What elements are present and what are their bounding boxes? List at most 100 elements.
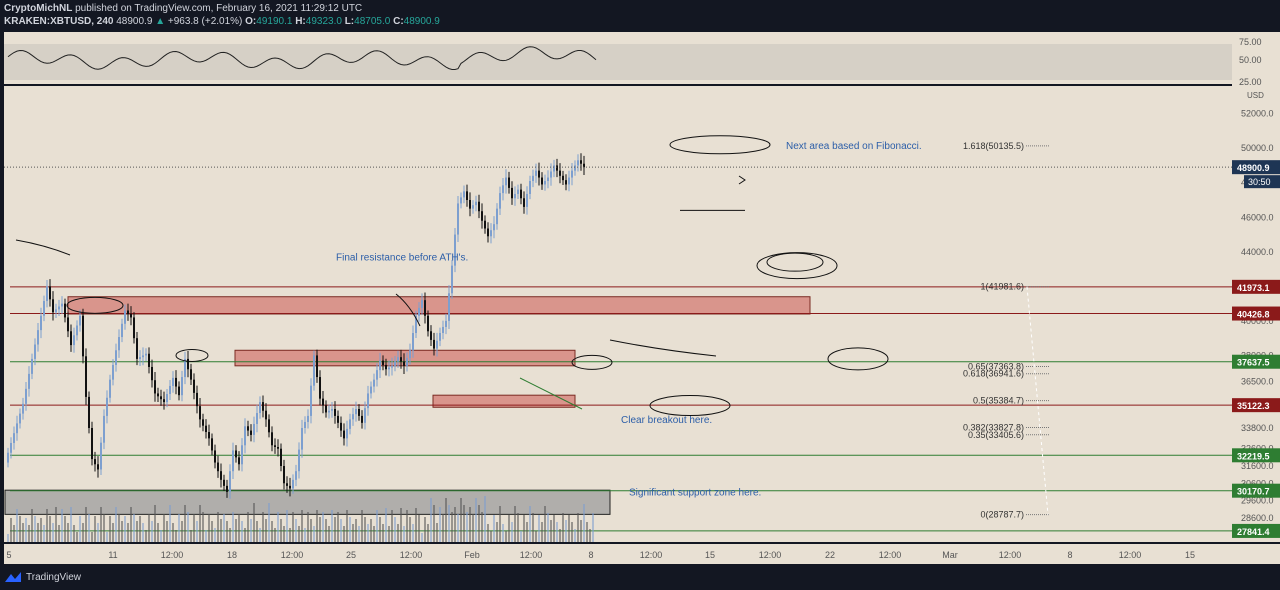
rsi-tick-label: 50.00 xyxy=(1239,55,1262,65)
volume-bar xyxy=(217,512,219,542)
volume-bar xyxy=(127,523,129,542)
candle-body xyxy=(16,423,18,434)
candle-body xyxy=(199,406,201,420)
level-tag xyxy=(1232,398,1280,413)
volume-bar xyxy=(157,523,159,542)
candle-body xyxy=(472,205,474,209)
candle-body xyxy=(508,177,510,188)
volume-bar xyxy=(79,516,81,542)
scribble-ellipse xyxy=(766,252,824,272)
volume-bar xyxy=(502,524,504,542)
volume-bar xyxy=(130,507,132,542)
candle-body xyxy=(409,350,411,359)
candle-body xyxy=(571,170,573,178)
volume-bar xyxy=(463,505,465,542)
candle-body xyxy=(175,377,177,387)
volume-bar xyxy=(40,518,42,542)
candle-body xyxy=(295,471,297,480)
fib-trend-line xyxy=(1026,286,1049,515)
candle-body xyxy=(196,392,198,407)
candle-body xyxy=(217,462,219,472)
candle-body xyxy=(364,408,366,423)
candle-body xyxy=(535,170,537,176)
candle-body xyxy=(523,198,525,207)
candle-body xyxy=(502,185,504,194)
volume-bar xyxy=(481,512,483,542)
candle-body xyxy=(565,180,567,185)
candle-body xyxy=(346,428,348,439)
fib-label: 1(41981.6) xyxy=(980,282,1024,292)
annotation-text: Clear breakout here. xyxy=(621,415,712,426)
candle-body xyxy=(340,422,342,431)
candle-body xyxy=(247,426,249,431)
candle-body xyxy=(547,177,549,181)
volume-bar xyxy=(25,518,27,542)
volume-bar xyxy=(169,505,171,542)
candle-body xyxy=(442,326,444,333)
candle-body xyxy=(184,358,186,378)
volume-bar xyxy=(511,522,513,542)
volume-bar xyxy=(547,513,549,542)
up-arrow-icon: ▲ xyxy=(155,16,166,27)
time-tick-label: 8 xyxy=(588,550,593,560)
volume-bar xyxy=(508,515,510,542)
candle-body xyxy=(241,445,243,465)
candle-body xyxy=(262,402,264,411)
volume-bar xyxy=(133,514,135,542)
candle-body xyxy=(274,445,276,447)
candle-body xyxy=(385,364,387,370)
candle-body xyxy=(388,367,390,370)
arrow-line xyxy=(609,339,717,357)
volume-bar xyxy=(268,503,270,542)
candle-body xyxy=(163,399,165,403)
tradingview-brand[interactable]: TradingView xyxy=(4,571,81,583)
volume-bar xyxy=(460,498,462,542)
candle-body xyxy=(541,177,543,185)
time-tick-label: 12:00 xyxy=(520,550,543,560)
volume-bar xyxy=(379,517,381,542)
candle-body xyxy=(376,370,378,380)
candle-body xyxy=(223,479,225,486)
candle-body xyxy=(112,364,114,380)
candle-body xyxy=(157,393,159,397)
candle-body xyxy=(40,315,42,331)
time-tick-label: Feb xyxy=(464,550,480,560)
volume-bar xyxy=(292,512,294,542)
time-tick-label: 15 xyxy=(1185,550,1195,560)
publisher-name[interactable]: CryptoMichNL xyxy=(4,3,73,14)
volume-bar xyxy=(121,521,123,542)
zone-gray xyxy=(4,489,611,515)
volume-bar xyxy=(256,521,258,542)
candle-body xyxy=(160,396,162,400)
volume-bar xyxy=(370,519,372,542)
candle-body xyxy=(415,315,417,333)
symbol-label[interactable]: KRAKEN:XBTUSD, 240 xyxy=(4,16,114,27)
candle-body xyxy=(253,423,255,435)
volume-bar xyxy=(418,515,420,542)
time-tick-label: 12:00 xyxy=(281,550,304,560)
candle-body xyxy=(25,388,27,404)
time-tick-label: 22 xyxy=(825,550,835,560)
volume-bar xyxy=(295,519,297,542)
volume-bar xyxy=(73,525,75,542)
close-label: C: xyxy=(393,16,404,27)
countdown-tag xyxy=(1244,175,1280,189)
chart-canvas[interactable]: 52000.050000.048000.046000.044000.042000… xyxy=(0,30,1280,566)
volume-bar xyxy=(553,515,555,542)
volume-bar xyxy=(385,508,387,542)
high-label: H: xyxy=(295,16,306,27)
candle-body xyxy=(292,479,294,489)
volume-bar xyxy=(433,505,435,542)
price-tick-label: 40000.0 xyxy=(1241,316,1274,326)
volume-bar xyxy=(469,507,471,542)
volume-bar xyxy=(586,522,588,542)
candle-body xyxy=(283,466,285,484)
candle-body xyxy=(190,369,192,380)
volume-bar xyxy=(568,515,570,542)
level-tag xyxy=(1232,523,1280,538)
candle-body xyxy=(319,377,321,399)
close-value: 48900.9 xyxy=(403,16,440,27)
candle-body xyxy=(316,355,318,378)
annotation-text: Next area based on Fibonacci. xyxy=(786,141,922,152)
volume-bar xyxy=(319,517,321,542)
